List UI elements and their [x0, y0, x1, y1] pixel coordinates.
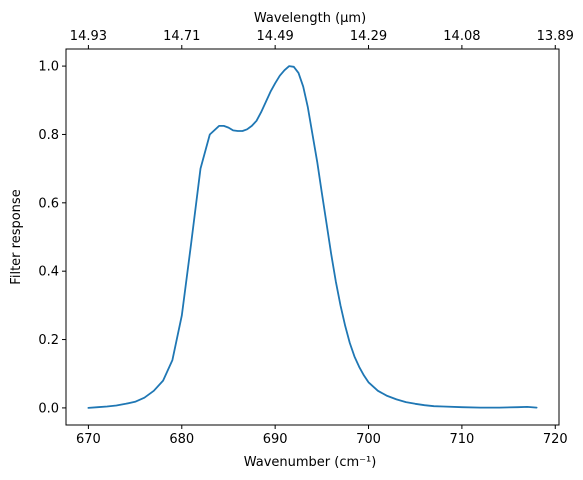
y-tick-label: 1.0	[38, 60, 59, 75]
x-tick-label: 670	[76, 432, 101, 447]
series-line	[87, 65, 538, 409]
top-axis-title: Wavelength (μm)	[254, 11, 366, 26]
x-axis-title: Wavenumber (cm⁻¹)	[244, 455, 377, 470]
y-tick-label: 0.0	[38, 401, 59, 416]
top-tick-label: 14.71	[163, 29, 200, 44]
y-tick-label: 0.4	[38, 265, 59, 280]
top-tick-label: 14.49	[257, 29, 294, 44]
y-axis-title: Filter response	[9, 189, 24, 284]
x-tick-label: 710	[449, 432, 474, 447]
x-tick-label: 690	[263, 432, 288, 447]
x-tick-label: 680	[169, 432, 194, 447]
x-tick-label: 720	[543, 432, 568, 447]
top-tick-label: 14.08	[443, 29, 480, 44]
y-tick-label: 0.2	[38, 333, 59, 348]
top-tick-label: 13.89	[537, 29, 574, 44]
top-tick-label: 14.93	[70, 29, 107, 44]
plot-background	[66, 49, 559, 425]
ticks-layer: 670 680 690 700 710 720 0.0 0.2 0.4 0.6 0.8 1.0 14.9…	[38, 29, 574, 447]
top-tick-label: 14.29	[350, 29, 387, 44]
series-layer	[87, 65, 538, 409]
plot-frame	[65, 48, 560, 426]
y-tick-label: 0.8	[38, 128, 59, 143]
y-tick-label: 0.6	[38, 196, 59, 211]
x-tick-label: 700	[356, 432, 381, 447]
